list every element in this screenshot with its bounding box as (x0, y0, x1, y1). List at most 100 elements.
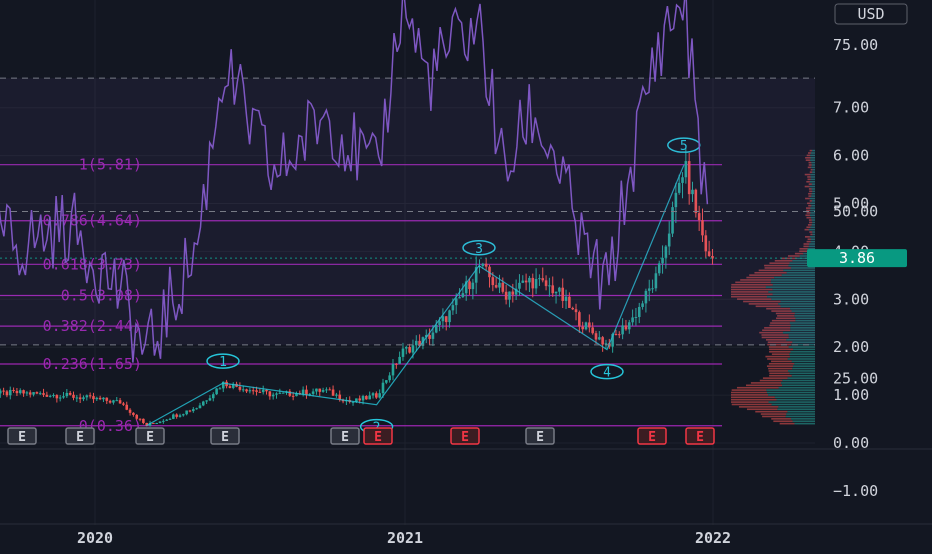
candle-body (198, 405, 202, 409)
candle-body (221, 381, 225, 389)
candle-body (328, 389, 332, 391)
candle-body (132, 412, 135, 415)
price-tick-label: 0.00 (833, 434, 869, 452)
candle-body (265, 389, 268, 392)
earnings-marker[interactable] (330, 427, 360, 445)
volume-profile-bar-down (804, 173, 811, 176)
candle-body (418, 340, 421, 346)
candle-body (697, 213, 701, 221)
volume-profile-bar-down (779, 422, 795, 425)
volume-profile-bar-down (805, 214, 810, 217)
candle-body (438, 321, 441, 325)
volume-profile-bar-down (809, 200, 812, 202)
price-tick-label: 6.00 (833, 147, 869, 165)
candle-body (544, 280, 548, 287)
volume-profile-bar-down (769, 324, 791, 327)
volume-profile-bar-down (809, 190, 813, 193)
earnings-marker[interactable] (637, 427, 667, 445)
volume-profile-bar-down (808, 161, 812, 164)
volume-profile-bar-down (805, 159, 811, 161)
volume-profile-bar-down (804, 228, 809, 231)
volume-profile-bar-down (771, 353, 790, 355)
earnings-marker[interactable] (65, 427, 95, 445)
fib-level-label: 0.786(4.64) (43, 212, 142, 230)
volume-profile-bar-up (810, 173, 815, 176)
volume-profile-bar-up (772, 293, 815, 296)
volume-profile-bar-up (794, 422, 815, 425)
volume-profile-bar-up (789, 262, 815, 264)
volume-profile-bar-down (731, 401, 769, 403)
volume-profile-bar-down (769, 372, 790, 375)
volume-profile-bar-down (787, 255, 800, 257)
candle-body (428, 335, 431, 339)
earnings-marker[interactable] (7, 427, 37, 445)
volume-profile-bar-up (786, 413, 815, 415)
axes: USD7.006.005.004.003.002.001.000.00−1.00… (77, 3, 908, 547)
volume-profile-bar-up (795, 319, 815, 322)
earnings-marker-label: E (221, 430, 229, 445)
volume-profile-bar-down (776, 317, 796, 320)
volume-profile-bar-down (808, 204, 812, 207)
volume-profile-bar-up (774, 276, 815, 279)
candle-body (108, 400, 112, 403)
volume-profile-bar-down (755, 305, 781, 308)
candle-body (148, 422, 152, 426)
volume-profile-bar-down (764, 327, 791, 329)
volume-profile-bar-down (736, 386, 779, 389)
candle-body (182, 414, 185, 416)
volume-profile-bar-up (791, 310, 815, 312)
volume-profile-bar-down (737, 298, 772, 300)
candle-body (571, 307, 574, 310)
volume-profile-bar-up (810, 178, 815, 181)
volume-profile-bar-down (807, 166, 812, 169)
volume-profile-bar-up (792, 365, 815, 367)
earnings-marker[interactable] (210, 427, 240, 445)
volume-profile-bar-down (755, 410, 788, 413)
candle-body (75, 397, 79, 399)
volume-profile-bar-up (807, 248, 815, 250)
candle-body (631, 317, 634, 323)
volume-profile-bar-up (781, 274, 815, 276)
volume-profile-bar-up (811, 195, 815, 197)
volume-profile-bar-up (808, 245, 815, 248)
time-tick-label: 2020 (77, 529, 113, 547)
volume-profile-bar-down (808, 152, 811, 154)
candle-body (471, 282, 475, 290)
volume-profile-bar-down (771, 319, 796, 322)
volume-profile-bar-down (805, 236, 810, 238)
volume-profile-bar-down (767, 358, 788, 360)
volume-profile-bar-up (811, 204, 815, 207)
volume-profile-bar-down (768, 367, 793, 370)
earnings-marker[interactable] (450, 427, 480, 445)
wave-label: 4 (603, 366, 611, 381)
candle-body (205, 400, 208, 402)
wave-label: 3 (475, 242, 483, 257)
volume-profile-bar-down (806, 226, 811, 229)
candle-body (654, 273, 658, 289)
volume-profile-bar-up (791, 374, 815, 377)
volume-profile-bar-down (806, 154, 811, 157)
earnings-marker[interactable] (685, 427, 715, 445)
candle-body (268, 391, 272, 397)
earnings-marker[interactable] (363, 427, 393, 445)
volume-profile-bar-down (769, 348, 793, 351)
volume-profile-bar-up (810, 207, 815, 209)
candle-body (391, 363, 395, 376)
volume-profile-bar-up (782, 331, 815, 334)
currency-badge[interactable] (834, 3, 908, 25)
volume-profile-bar-down (768, 346, 789, 348)
volume-profile-bar-down (731, 403, 772, 406)
earnings-marker[interactable] (525, 427, 555, 445)
volume-profile-bar-up (812, 190, 815, 193)
volume-profile-bar-down (731, 288, 773, 291)
volume-profile-bar-up (783, 269, 815, 272)
volume-profile-bar-up (811, 161, 815, 164)
earnings-marker[interactable] (135, 427, 165, 445)
volume-profile-bar-down (748, 303, 779, 305)
volume-profile-bar-down (808, 192, 812, 195)
candle-body (315, 388, 318, 392)
volume-profile-bar-down (765, 355, 790, 358)
